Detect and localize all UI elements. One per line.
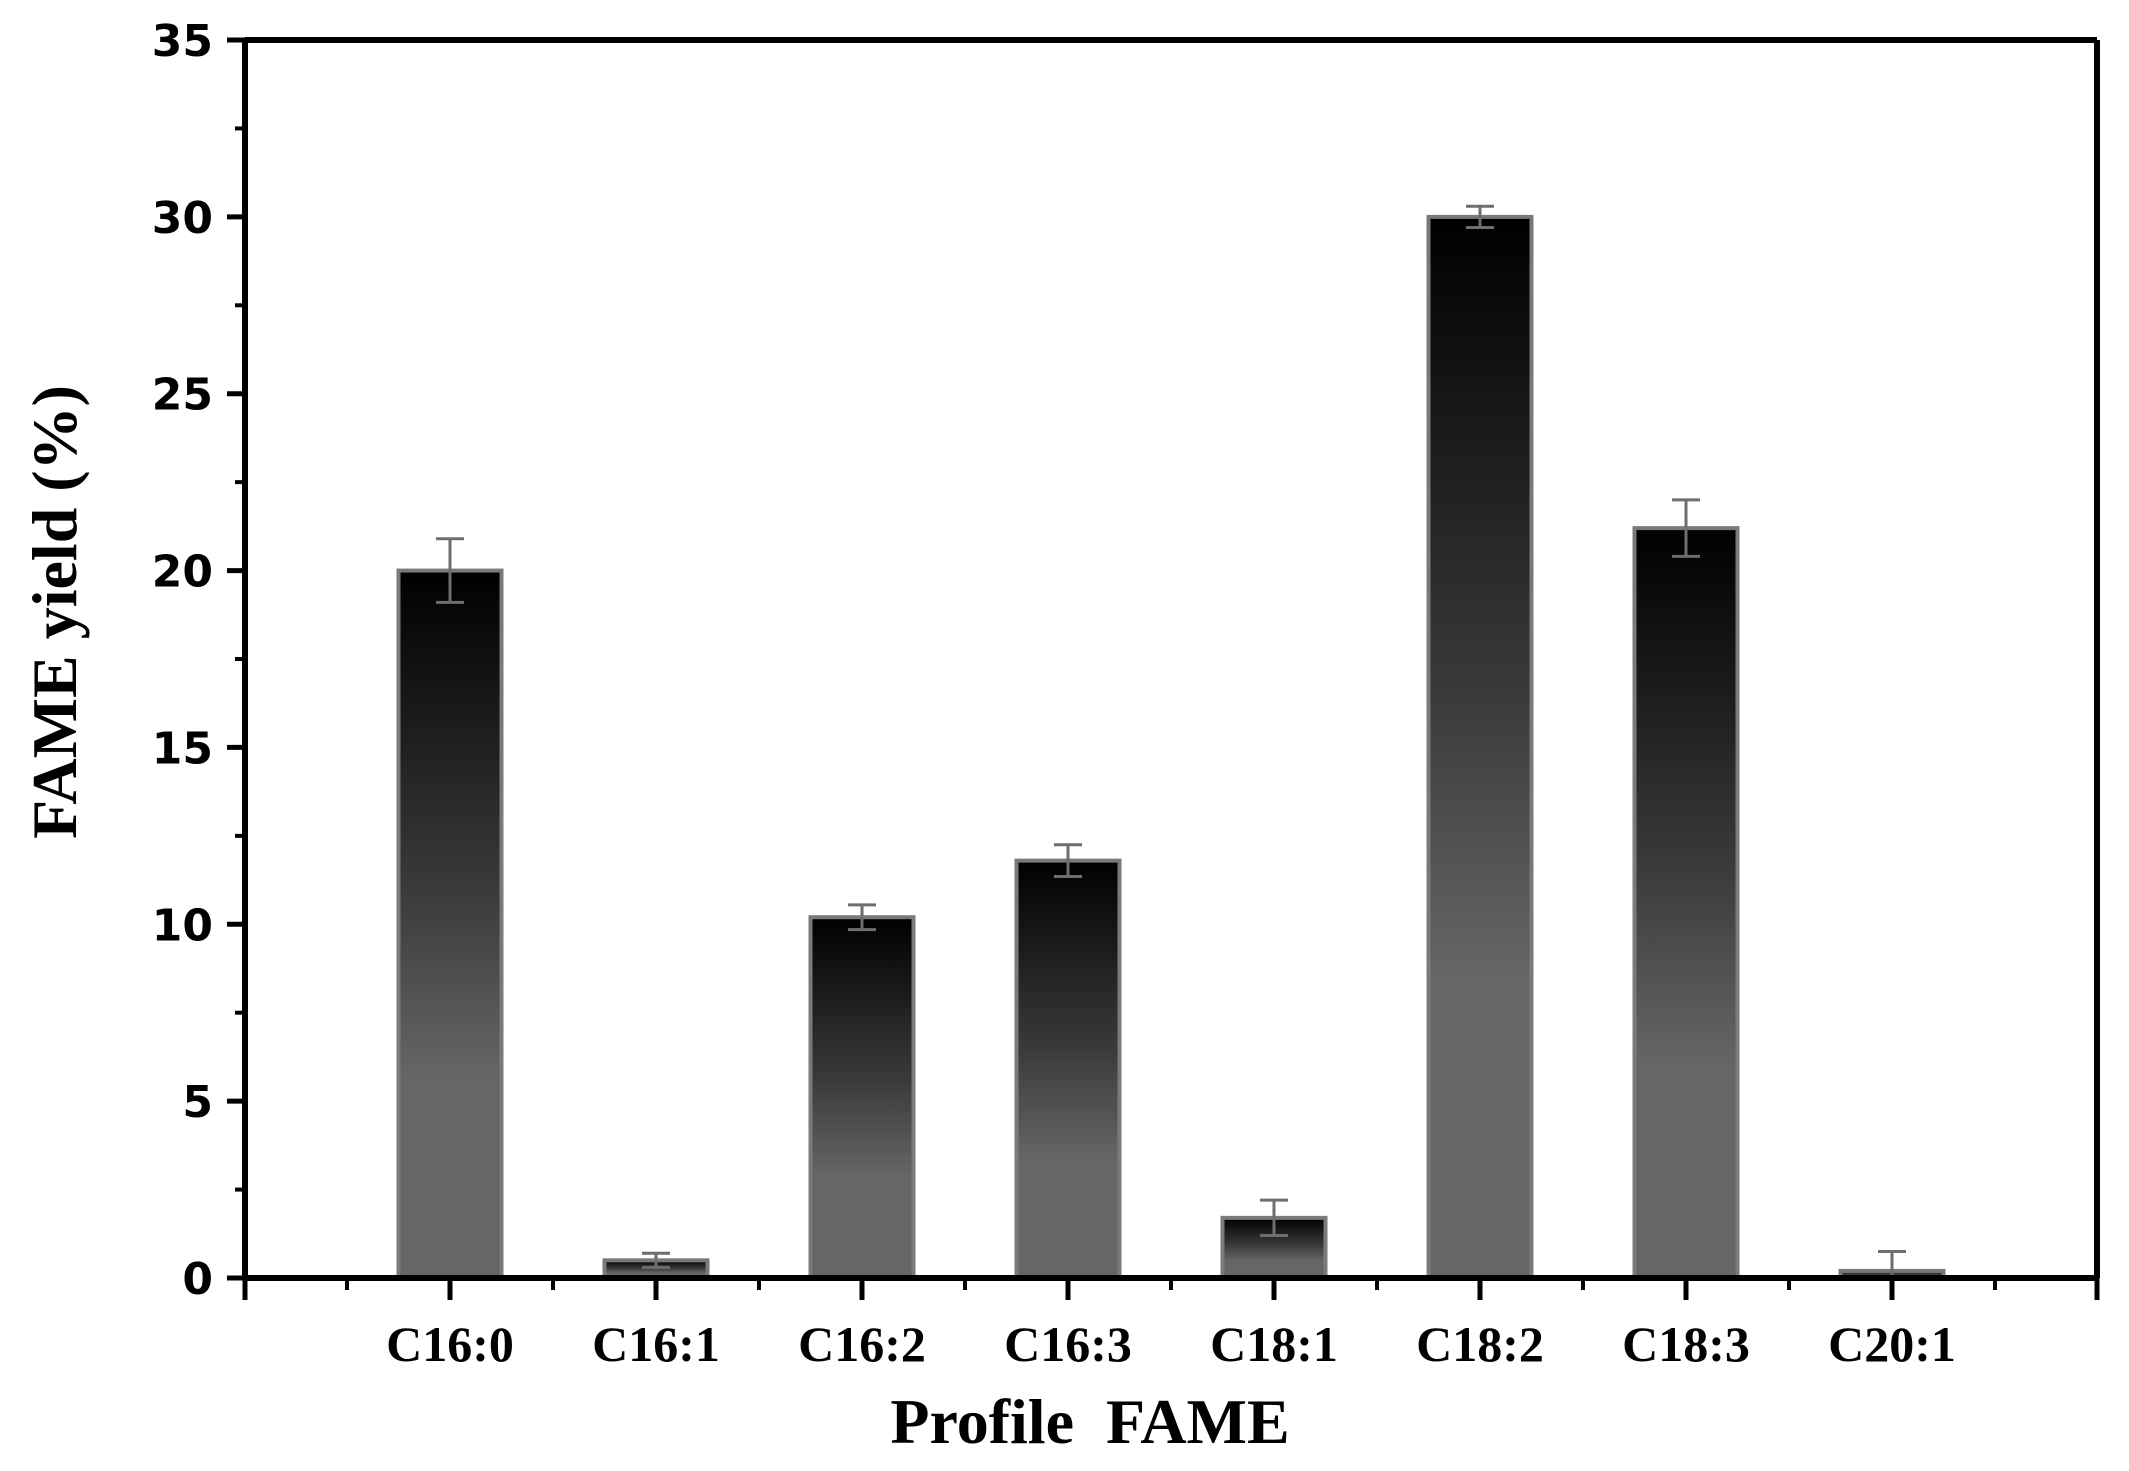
y-tick-label: 30	[152, 193, 213, 244]
bars	[396, 214, 1946, 1281]
x-tick-label: C18:2	[1416, 1316, 1544, 1372]
y-axis-title: FAME yield (%)	[19, 385, 90, 839]
error-bars	[436, 204, 1906, 1280]
x-tick-label: C20:1	[1828, 1316, 1956, 1372]
y-tick-label: 20	[152, 547, 213, 598]
x-tick-label: C18:3	[1622, 1316, 1750, 1372]
x-tick-label: C16:1	[592, 1316, 720, 1372]
bar	[1426, 214, 1534, 1280]
axes	[242, 37, 2100, 1281]
bar	[396, 568, 504, 1280]
bar	[1632, 526, 1740, 1280]
x-axis-title: Profile FAME	[890, 1386, 1289, 1457]
y-tick-label: 5	[182, 1077, 213, 1128]
y-axis-ticks: 0 5 10 15 20 25 30 35	[152, 16, 245, 1305]
x-tick-label: C16:3	[1004, 1316, 1132, 1372]
x-tick-label: C16:0	[386, 1316, 514, 1372]
y-tick-label: 0	[182, 1254, 213, 1305]
y-tick-label: 25	[152, 370, 213, 421]
y-tick-label: 35	[152, 16, 213, 67]
y-tick-label: 15	[152, 723, 213, 774]
y-tick-label: 10	[152, 900, 213, 951]
bar	[808, 915, 916, 1280]
bar	[1014, 858, 1122, 1280]
x-axis-ticks: C16:0 C16:1 C16:2 C16:3 C18:1 C18:2 C18:3 C20:1	[242, 1278, 2100, 1372]
x-tick-label: C16:2	[798, 1316, 926, 1372]
x-tick-label: C18:1	[1210, 1316, 1338, 1372]
